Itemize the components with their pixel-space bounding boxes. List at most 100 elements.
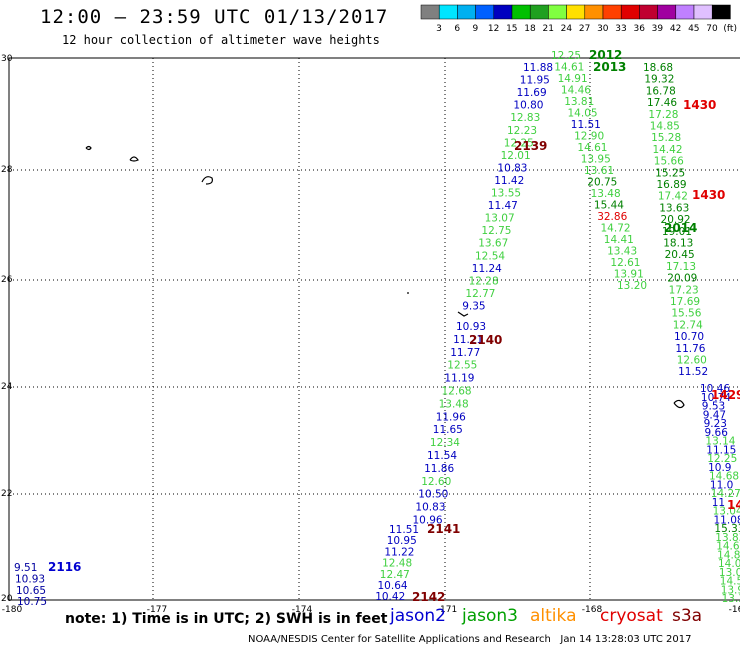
- wave-height-value: 11: [712, 497, 725, 509]
- track-1430: 18.6819.3216.7817.4617.2814.8515.2814.42…: [643, 62, 716, 378]
- wave-height-value: 17.13: [666, 261, 696, 273]
- colorbar-swatch: [420, 4, 440, 20]
- wave-height-value: 14.91: [558, 73, 588, 85]
- note-text: note: 1) Time is in UTC; 2) SWH is in fe…: [65, 611, 388, 627]
- colorbar: 3 6 9 12 15 18 21 24 27 30 33 36 39 42 45 70 (ft): [420, 4, 737, 34]
- island-outline: [457, 311, 469, 317]
- wave-height-value: 11.0: [710, 479, 733, 491]
- wave-height-value: 12.61: [610, 257, 640, 269]
- wave-height-value: 10.96: [413, 515, 443, 527]
- island-outline: [673, 399, 685, 409]
- wave-height-value: 11.15: [706, 444, 736, 456]
- wave-height-value: 12.23: [507, 125, 537, 137]
- wave-height-value: 14.46: [561, 85, 591, 97]
- track-pass-label: 2116: [48, 560, 81, 574]
- map-grid: [9, 58, 740, 600]
- wave-height-value: 10.83: [415, 502, 445, 514]
- wave-height-value: 20.09: [667, 273, 697, 285]
- wave-height-value: 32.86: [597, 211, 627, 223]
- x-tick-label: -168: [582, 605, 603, 615]
- wave-height-value: 11.52: [678, 366, 708, 378]
- wave-height-value: 10.75: [17, 596, 47, 608]
- wave-height-value: 14.85: [650, 121, 680, 133]
- colorbar-label: 6: [454, 24, 460, 34]
- islands: [85, 145, 685, 409]
- x-tick-label: -174: [292, 605, 313, 615]
- wave-height-value: 13.67: [478, 238, 508, 250]
- wave-height-value: 12.48: [382, 558, 412, 570]
- wave-height-value: 11.54: [427, 450, 457, 462]
- wave-height-value: 14.27: [711, 488, 740, 500]
- colorbar-swatch: [475, 4, 495, 20]
- x-tick-label: -171: [437, 605, 457, 615]
- wave-height-value: 13.55: [491, 188, 521, 200]
- wave-height-value: 10.74: [701, 392, 731, 404]
- wave-height-value: 10.65: [16, 585, 46, 597]
- colorbar-label: 3: [436, 24, 442, 34]
- colorbar-label: 39: [652, 24, 664, 34]
- wave-height-value: 17.69: [670, 296, 700, 308]
- wave-height-value: 11.21: [453, 334, 483, 346]
- wave-height-value: 15.66: [654, 156, 684, 168]
- island-outline: [201, 176, 213, 185]
- wave-height-value: 14.61: [577, 142, 607, 154]
- wave-height-value: 11.19: [444, 373, 474, 385]
- colorbar-label: 24: [561, 24, 573, 34]
- wave-height-value: 12.75: [481, 225, 511, 237]
- colorbar-swatch: [438, 4, 458, 20]
- wave-height-value: 13.14: [705, 436, 735, 448]
- track-pass-label: 2140: [469, 333, 502, 347]
- wave-height-value: 14.72: [601, 223, 631, 235]
- wave-height-value: 11.86: [424, 463, 454, 475]
- wave-height-value: 13.81: [564, 96, 594, 108]
- wave-height-value: 9.51: [14, 562, 37, 574]
- track-pass-label: 2141: [427, 522, 460, 536]
- wave-height-value: 11.95: [520, 75, 550, 87]
- track-2014: 2014: [664, 221, 697, 235]
- track-pass-label: 14: [727, 498, 740, 512]
- wave-height-value: 13.48: [591, 188, 621, 200]
- wave-height-value: 13.07: [485, 213, 515, 225]
- wave-height-value: 12.55: [447, 360, 477, 372]
- track-pass-label: 2139: [514, 139, 547, 153]
- wave-height-value: 11.76: [675, 343, 705, 355]
- wave-height-value: 13.43: [607, 246, 637, 258]
- wave-height-value: 14.05: [568, 108, 598, 120]
- wave-height-value: 17.28: [648, 109, 678, 121]
- wave-height-value: 9.23: [704, 418, 727, 430]
- colorbar-swatch: [620, 4, 640, 20]
- wave-height-value: 13.90: [721, 584, 740, 596]
- wave-height-value: 17.23: [669, 284, 699, 296]
- track-1429: 10.4610.749.539.479.239.6613.1411.1512.2…: [700, 383, 740, 605]
- colorbar-label: 33: [615, 24, 626, 34]
- wave-height-value: 16.89: [657, 179, 687, 191]
- wave-height-value: 13.83: [715, 532, 740, 544]
- wave-height-value: 10.80: [513, 100, 543, 112]
- wave-height-value: 11.51: [389, 524, 419, 536]
- wave-height-value: 16.78: [646, 85, 676, 97]
- wave-height-value: 12.68: [442, 386, 472, 398]
- wave-height-value: 9.47: [703, 409, 726, 421]
- colorbar-label: 9: [473, 24, 479, 34]
- wave-height-value: 13.61: [584, 165, 614, 177]
- wave-height-value: 10.70: [674, 331, 704, 343]
- wave-height-value: 12.25: [551, 50, 581, 62]
- wave-height-value: 11.88: [523, 62, 553, 74]
- colorbar-swatch: [602, 4, 622, 20]
- wave-height-value: 20.75: [587, 177, 617, 189]
- colorbar-label: 42: [670, 24, 681, 34]
- wave-height-value: 10.42: [375, 591, 405, 603]
- wave-height-value: 9.66: [705, 427, 729, 439]
- wave-height-value: 12.77: [465, 288, 495, 300]
- colorbar-label: 18: [524, 24, 536, 34]
- wave-height-value: 14.54: [720, 576, 740, 588]
- wave-height-value: 11.65: [433, 424, 463, 436]
- wave-height-value: 13.48: [439, 398, 469, 410]
- colorbar-label: 45: [688, 24, 699, 34]
- wave-height-value: 15.33: [714, 523, 740, 535]
- colorbar-label: 12: [488, 24, 499, 34]
- wave-height-value: 10.83: [497, 162, 527, 174]
- wave-height-value: 18.68: [643, 62, 673, 74]
- colorbar-swatch: [675, 4, 695, 20]
